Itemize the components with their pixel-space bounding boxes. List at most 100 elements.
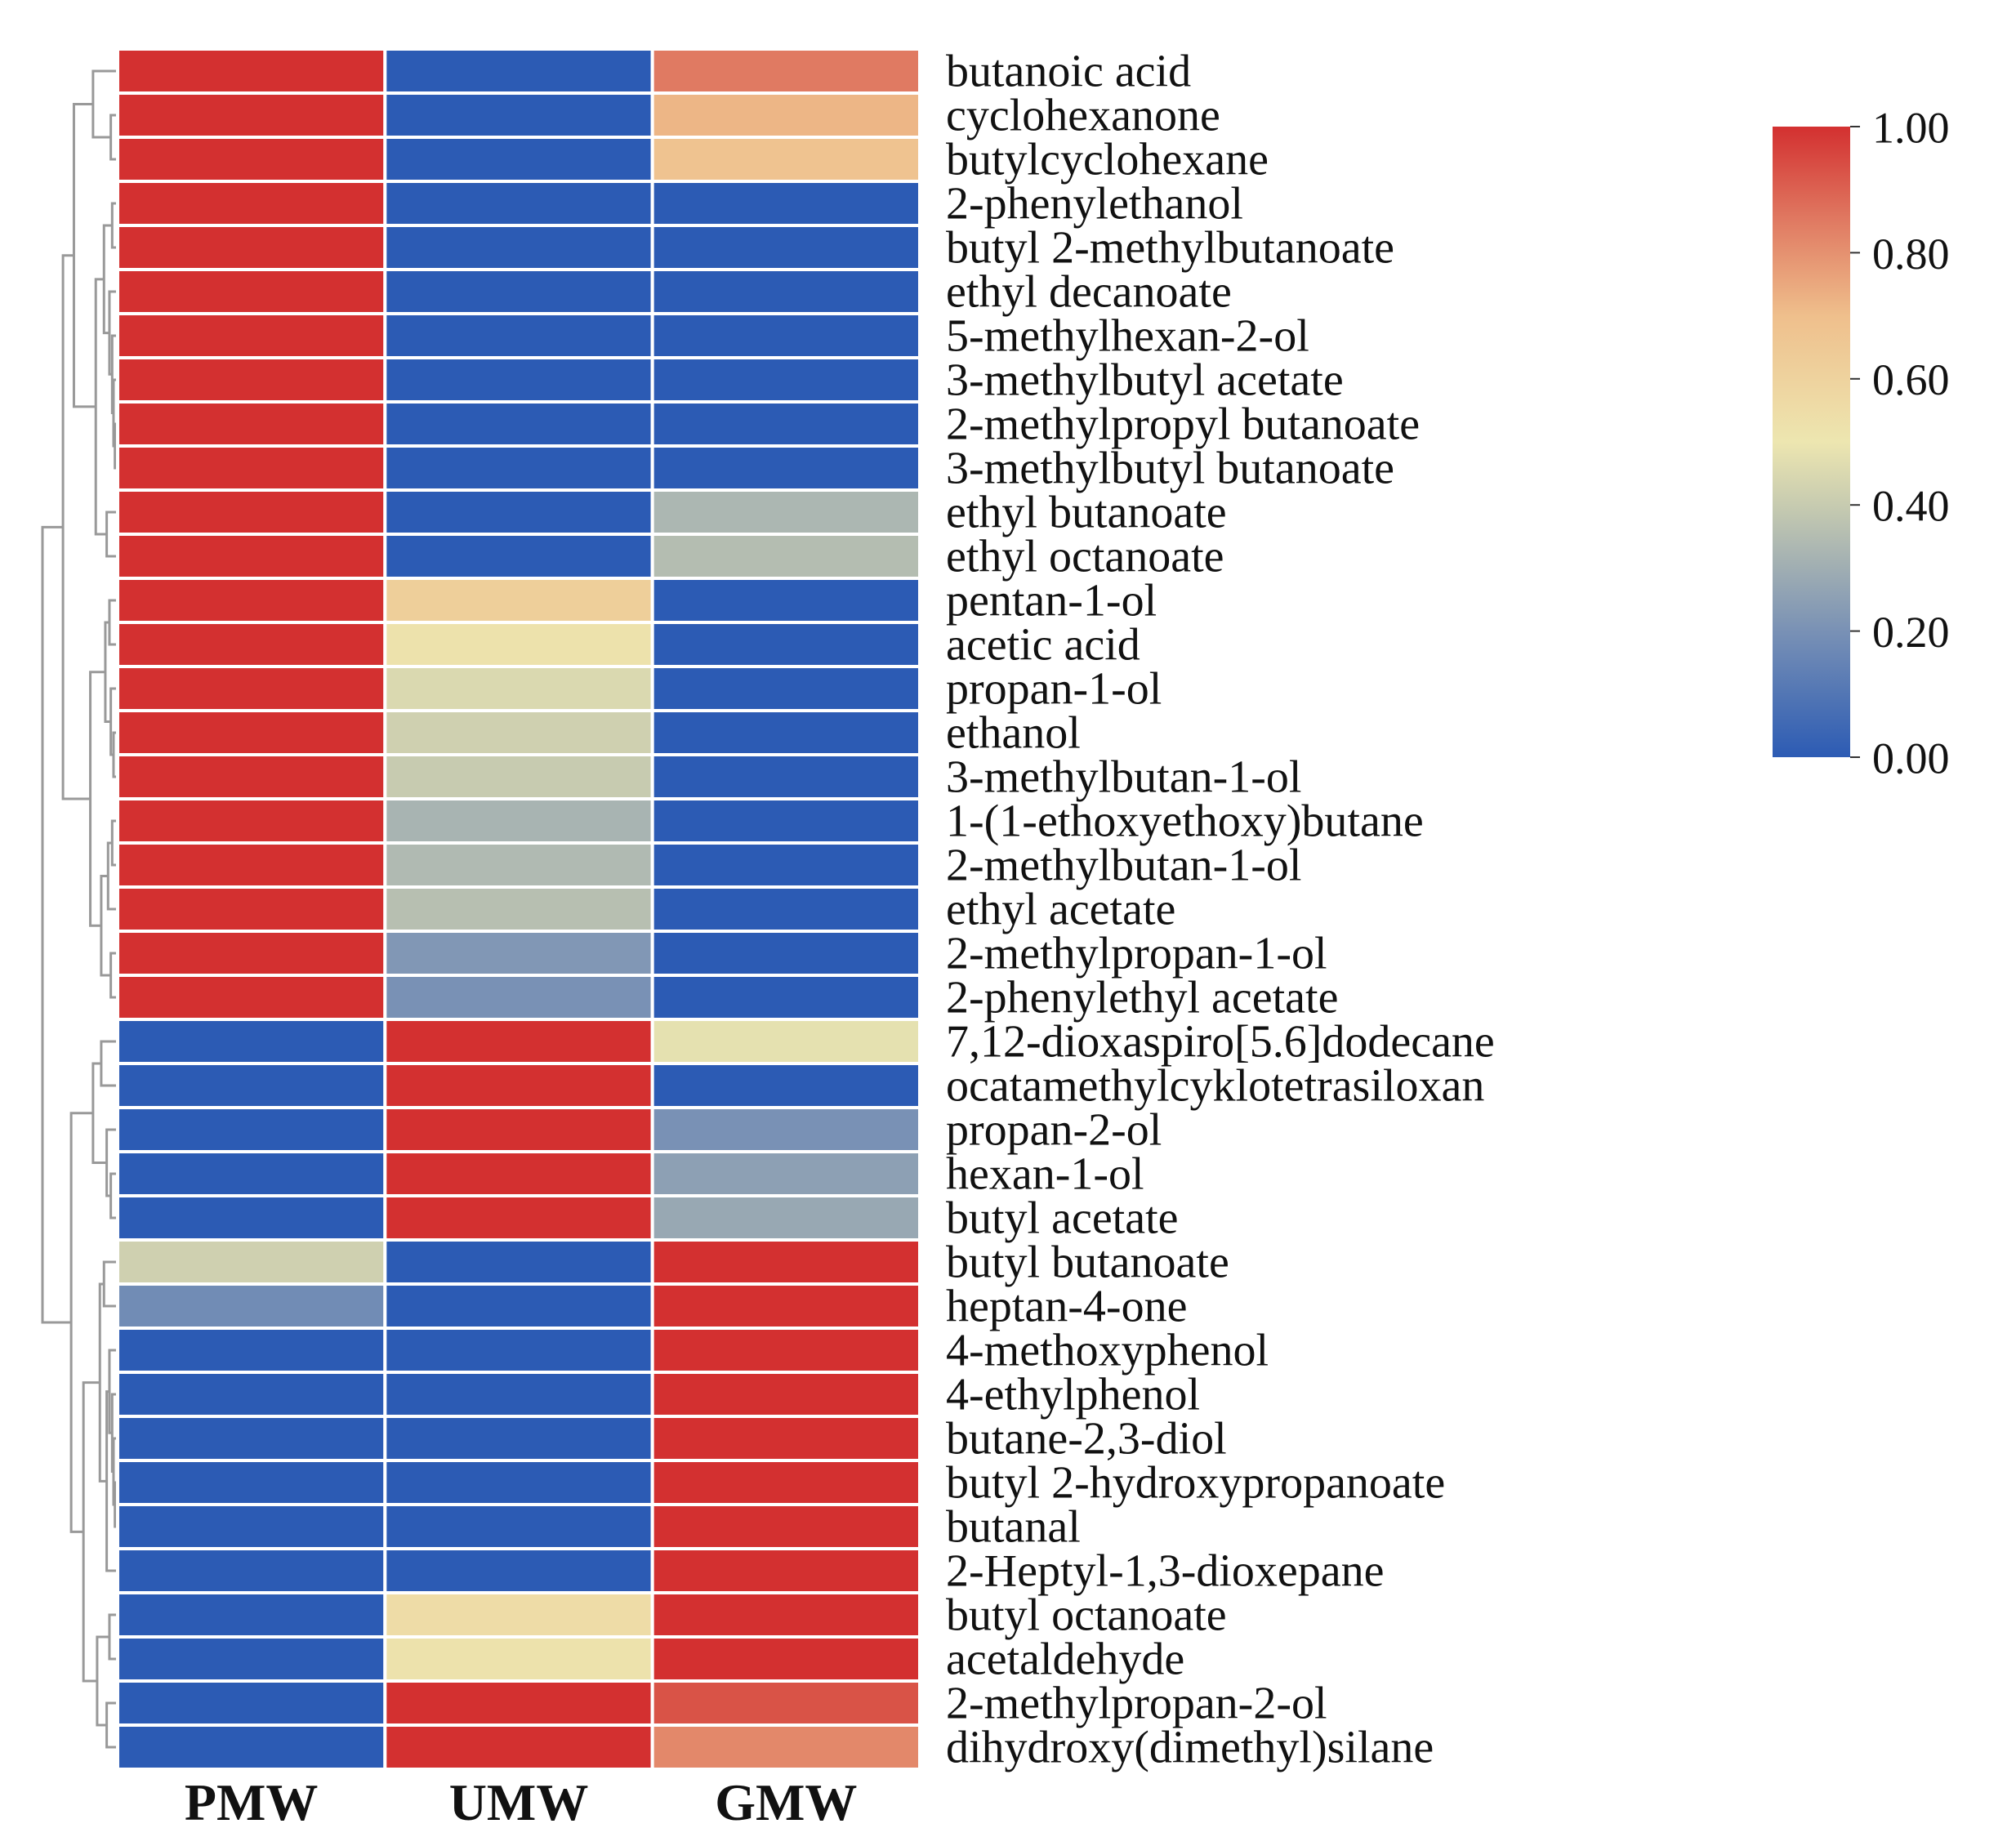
dendrogram-branch [108, 290, 118, 376]
dendrogram-branch [108, 1349, 118, 1434]
dendrogram-branch [41, 525, 72, 1324]
heatmap-cell [116, 1415, 387, 1462]
heatmap-cell [116, 1327, 387, 1374]
heatmap-cell [650, 1327, 922, 1374]
heatmap-cell [383, 885, 654, 933]
colorbar-tick-label: 0.00 [1872, 733, 1950, 783]
heatmap-cell [383, 753, 654, 800]
heatmap-cell [383, 1415, 654, 1462]
heatmap-cell [116, 1635, 387, 1683]
dendrogram-branch [91, 69, 118, 139]
heatmap-cell [650, 1150, 922, 1197]
row-label: butyl octanoate [946, 1590, 1227, 1640]
row-label: butyl acetate [946, 1193, 1179, 1243]
row-labels: butanoic acidcyclohexanonebutylcyclohexa… [946, 46, 1495, 1772]
heatmap-cell [383, 1018, 654, 1065]
heatmap-cell [116, 1547, 387, 1594]
heatmap-cell [116, 665, 387, 712]
heatmap-cell [650, 1282, 922, 1330]
row-label: butyl 2-hydroxypropanoate [946, 1457, 1445, 1508]
heatmap-cell [383, 91, 654, 139]
heatmap-cell [650, 797, 922, 845]
heatmap-cell [383, 533, 654, 580]
heatmap-cell [650, 709, 922, 756]
heatmap-cell [383, 1591, 654, 1639]
dendrogram-branch [82, 1381, 100, 1683]
heatmap-cell [650, 841, 922, 889]
heatmap-cell [650, 47, 922, 95]
colorbar-tick-label: 0.80 [1872, 230, 1950, 279]
heatmap-cell [650, 1723, 922, 1771]
heatmap-cell [116, 444, 387, 492]
heatmap-cell [383, 488, 654, 536]
heatmap-cell [116, 621, 387, 668]
heatmap-cell [650, 577, 922, 624]
row-label: acetaldehyde [946, 1634, 1184, 1684]
dendrogram-branch [112, 378, 118, 448]
heatmap-cell [383, 841, 654, 889]
heatmap-cell [383, 180, 654, 227]
heatmap-cell [383, 400, 654, 448]
heatmap-cell [650, 136, 922, 183]
row-label: butanoic acid [946, 46, 1191, 96]
row-label: ethyl butanoate [946, 487, 1227, 537]
row-label: 2-Heptyl-1,3-dioxepane [946, 1545, 1384, 1596]
heatmap-cell [116, 841, 387, 889]
dendrogram-branch [112, 731, 118, 778]
heatmap-cell [383, 797, 654, 845]
heatmap-cell [383, 1371, 654, 1418]
heatmap-cell [650, 224, 922, 271]
heatmap-cell [650, 1679, 922, 1727]
heatmap-cell [116, 533, 387, 580]
dendrogram-branch [72, 103, 96, 408]
heatmap-cell [383, 268, 654, 315]
heatmap-cell [383, 1503, 654, 1550]
dendrogram-branch [102, 224, 113, 335]
colorbar-tick-label: 1.00 [1872, 103, 1950, 152]
heatmap-cell [650, 665, 922, 712]
heatmap-cell [383, 709, 654, 756]
heatmap-cell [383, 1679, 654, 1727]
heatmap-cell [383, 577, 654, 624]
heatmap-cell [116, 400, 387, 448]
dendrogram-branch [106, 841, 118, 911]
row-label: propan-2-ol [946, 1104, 1162, 1155]
colorbar-gradient [1773, 127, 1850, 757]
heatmap-cells [116, 47, 922, 1771]
heatmap-cell [116, 268, 387, 315]
heatmap-cell [650, 533, 922, 580]
heatmap-cell [650, 1194, 922, 1242]
heatmap-cell [116, 1591, 387, 1639]
heatmap-cell [383, 1723, 654, 1771]
heatmap-cell [383, 47, 654, 95]
row-label: 2-phenylethyl acetate [946, 972, 1338, 1023]
heatmap-cell [116, 577, 387, 624]
heatmap-cell [116, 797, 387, 845]
heatmap-cell [116, 1194, 387, 1242]
heatmap-cell [383, 974, 654, 1021]
dendrogram-branch [105, 1701, 118, 1749]
heatmap-cell [383, 665, 654, 712]
row-label: ethyl octanoate [946, 531, 1224, 582]
dendrogram-branch [100, 1040, 118, 1087]
row-label: 2-methylbutan-1-ol [946, 840, 1301, 890]
heatmap-cell [383, 1547, 654, 1594]
heatmap-cell [383, 444, 654, 492]
heatmap-cell [650, 621, 922, 668]
row-label: ethyl acetate [946, 884, 1175, 934]
dendrogram-branch [89, 671, 105, 927]
row-label: heptan-4-one [946, 1281, 1187, 1331]
row-label: ethyl decanoate [946, 266, 1232, 317]
heatmap-cell [116, 1018, 387, 1065]
dendrogram-branch [100, 875, 111, 977]
heatmap-cell [116, 1062, 387, 1109]
row-label: ocatamethylcyklotetrasiloxan [946, 1060, 1484, 1111]
dendrogram-branch [108, 1613, 118, 1661]
row-label: 2-methylpropyl butanoate [946, 399, 1420, 449]
row-label: 5-methylhexan-2-ol [946, 310, 1309, 361]
dendrogram-branch [102, 1260, 118, 1308]
dendrogram-branch [108, 599, 118, 646]
heatmap-cell [116, 709, 387, 756]
column-label: UMW [449, 1773, 589, 1831]
